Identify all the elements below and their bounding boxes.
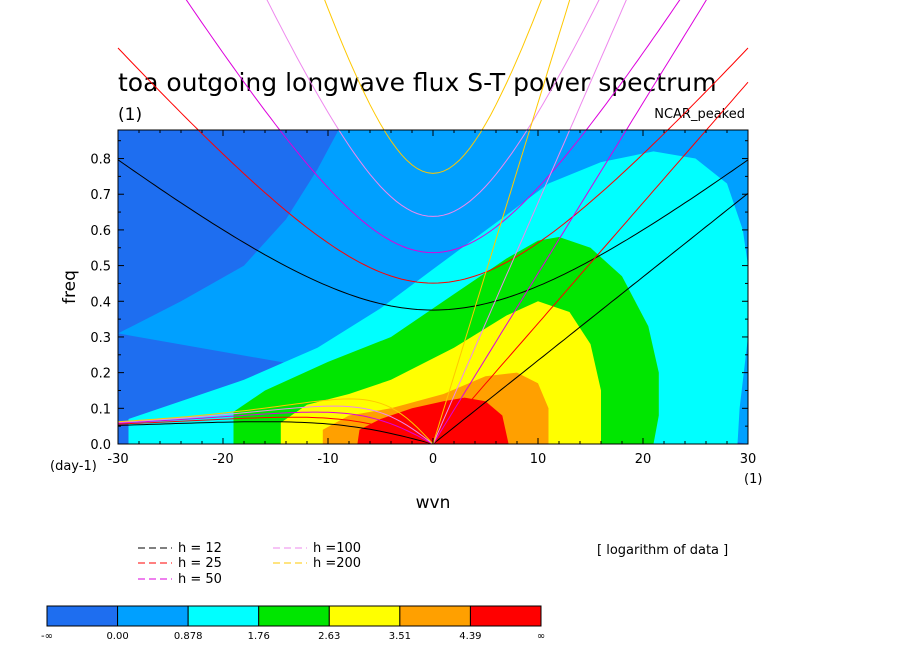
colorbar-label-4: 2.63	[318, 631, 340, 642]
colorbar-swatch-6	[469, 605, 542, 627]
curve-ig-200	[324, 0, 542, 174]
y-tick-label: 0.8	[90, 153, 111, 168]
y-tick-label: 0.5	[90, 260, 111, 275]
subtitle-left: (1)	[118, 105, 142, 125]
curve-rossby-100	[117, 405, 434, 445]
contour-band-6	[357, 397, 509, 444]
colorbar-swatch-1	[117, 605, 189, 627]
x-tick-label: -30	[107, 452, 128, 467]
y-tick-label: 0.7	[90, 188, 111, 203]
legend-label-0: h = 12	[178, 541, 222, 556]
y-tick-label: 0.3	[90, 331, 111, 346]
x-units-label: (1)	[744, 472, 762, 487]
colorbar-label-7: ∞	[537, 631, 545, 642]
y-tick-label: 0.2	[90, 367, 111, 382]
x-tick-label: 20	[635, 452, 652, 467]
curve-kelvin-50	[432, 0, 707, 445]
legend-label-1: h = 25	[178, 556, 222, 571]
colorbar-swatch-5	[399, 605, 471, 627]
y-tick-label: 0.0	[90, 438, 111, 453]
colorbar: -∞ 0.00 0.878 1.76 2.63 3.51 4.39 ∞	[41, 605, 545, 642]
x-tick-label: -10	[317, 452, 338, 467]
colorbar-label-1: 0.00	[106, 631, 128, 642]
colorbar-label-3: 1.76	[248, 631, 270, 642]
colorbar-label-0: -∞	[41, 631, 53, 642]
legend-label-2: h = 50	[178, 572, 222, 587]
curve-rossby-25	[117, 416, 434, 445]
y-tick-label: 0.4	[90, 295, 111, 310]
subtitle-right: NCAR_peaked	[654, 107, 745, 122]
y-axis: 0.0 0.1 0.2 0.3 0.4 0.5 0.6 0.7 0.8	[90, 140, 748, 453]
x-tick-label: 30	[740, 452, 757, 467]
curve-kelvin-100	[432, 0, 627, 445]
legend-label-3: h =100	[313, 541, 361, 556]
colorbar-label-2: 0.878	[174, 631, 203, 642]
x-axis: -30 -20 -10 0 10 20 30	[107, 130, 756, 467]
y-units-label: (day-1)	[50, 459, 97, 474]
curve-ig-50	[185, 0, 681, 254]
chart-title: toa outgoing longwave flux S-T power spe…	[118, 68, 717, 97]
curve-rossby-200	[117, 398, 434, 445]
curve-rossby-12	[117, 421, 434, 445]
x-axis-label: wvn	[416, 493, 451, 513]
curve-rossby-50	[117, 411, 434, 445]
curve-ig-25	[117, 47, 749, 284]
curve-kelvin-25	[432, 81, 749, 445]
x-tick-label: -20	[212, 452, 233, 467]
curve-kelvin-200	[432, 0, 571, 445]
data-note: [ logarithm of data ]	[597, 543, 728, 558]
dispersion-curves-group	[117, 0, 749, 445]
x-tick-label: 10	[530, 452, 547, 467]
colorbar-swatch-3	[258, 605, 330, 627]
curve-kelvin-12	[432, 192, 749, 445]
x-tick-label: 0	[429, 452, 437, 467]
colorbar-label-6: 4.39	[459, 631, 481, 642]
curve-ig-12	[117, 159, 749, 311]
curve-ig-100	[266, 0, 600, 217]
y-axis-label: freq	[60, 270, 80, 304]
contour-fill-group	[118, 130, 748, 444]
colorbar-label-5: 3.51	[389, 631, 411, 642]
colorbar-swatch-4	[328, 605, 401, 627]
colorbar-swatch-0	[46, 605, 119, 627]
legend-label-4: h =200	[313, 556, 361, 571]
y-tick-label: 0.1	[90, 402, 111, 417]
colorbar-swatch-2	[187, 605, 260, 627]
y-tick-label: 0.6	[90, 224, 111, 239]
